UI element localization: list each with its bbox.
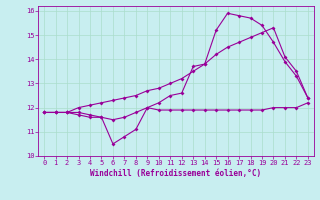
X-axis label: Windchill (Refroidissement éolien,°C): Windchill (Refroidissement éolien,°C) xyxy=(91,169,261,178)
